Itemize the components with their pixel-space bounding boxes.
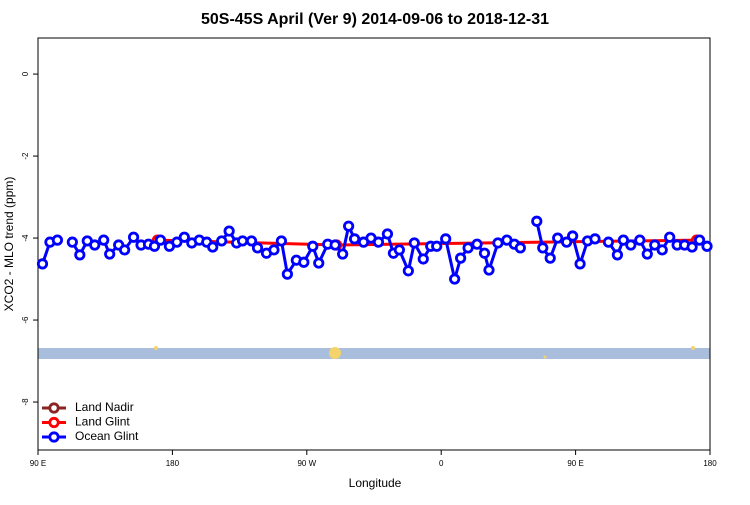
point (625, 239, 637, 251)
point (483, 264, 495, 276)
x-tick-label: 0 (439, 459, 444, 468)
y-tick-label: 0 (21, 71, 30, 76)
point (664, 231, 676, 243)
point (574, 258, 586, 270)
point (656, 244, 668, 256)
x-tick-label: 180 (166, 459, 180, 468)
y-axis-label: XCO2 - MLO trend (ppm) (2, 177, 16, 312)
y-tick-label: -6 (21, 316, 30, 324)
point (611, 249, 624, 261)
point (478, 247, 491, 259)
point (119, 244, 131, 256)
point (602, 236, 615, 248)
band (38, 348, 710, 359)
point (552, 232, 564, 244)
point (567, 230, 579, 242)
point (544, 252, 556, 264)
point (393, 244, 405, 256)
point (693, 234, 706, 246)
dot (154, 346, 158, 350)
point (281, 268, 293, 280)
point (649, 239, 661, 251)
point (440, 233, 452, 245)
point (471, 238, 483, 250)
point (337, 248, 349, 260)
point (462, 242, 474, 254)
point (634, 234, 646, 246)
point (492, 237, 504, 249)
point (561, 236, 573, 248)
point (127, 231, 140, 243)
dot (691, 346, 695, 350)
point (268, 244, 280, 256)
dot (329, 347, 341, 359)
point (449, 273, 461, 285)
point (531, 215, 543, 227)
point (701, 240, 713, 252)
point (641, 248, 653, 260)
point (36, 258, 49, 270)
x-tick-label: 180 (703, 459, 717, 468)
x-axis-label: Longitude (349, 476, 402, 490)
point (372, 236, 385, 248)
legend-marker (48, 431, 60, 443)
point (589, 233, 601, 245)
point (251, 242, 264, 254)
point (329, 239, 341, 251)
y-tick-label: -4 (21, 234, 30, 242)
point (104, 248, 116, 260)
point (98, 234, 110, 246)
point (275, 235, 288, 247)
y-tick-label: -2 (21, 152, 30, 160)
point (236, 235, 249, 247)
point (307, 240, 319, 252)
point (216, 235, 228, 247)
point (686, 241, 698, 253)
point (402, 265, 414, 277)
point (298, 256, 310, 268)
point (245, 235, 258, 247)
point (207, 241, 219, 253)
dot (543, 355, 547, 359)
point (617, 234, 629, 246)
point (313, 257, 325, 269)
point (223, 225, 235, 237)
point (348, 233, 361, 245)
point (89, 239, 101, 251)
x-tick-label: 90 E (30, 459, 46, 468)
point (343, 220, 355, 232)
point (537, 242, 549, 254)
point (148, 240, 161, 252)
x-tick-label: 90 E (567, 459, 583, 468)
point (51, 234, 64, 246)
legend-label: Land Nadir (75, 400, 134, 414)
point (455, 252, 467, 264)
point (431, 240, 443, 252)
legend-label: Ocean Glint (75, 429, 139, 443)
chart-title: 50S-45S April (Ver 9) 2014-09-06 to 2018… (201, 11, 549, 28)
y-tick-label: -8 (21, 398, 30, 406)
legend-marker (48, 402, 60, 414)
point (417, 253, 429, 265)
point (74, 249, 86, 261)
point (178, 231, 190, 243)
x-tick-label: 90 W (297, 459, 316, 468)
legend-marker (48, 416, 60, 429)
legend-label: Land Glint (75, 415, 130, 429)
point (171, 236, 183, 248)
point (66, 236, 78, 248)
point (514, 242, 526, 254)
point (408, 237, 420, 249)
point (154, 234, 167, 246)
point (381, 228, 394, 240)
